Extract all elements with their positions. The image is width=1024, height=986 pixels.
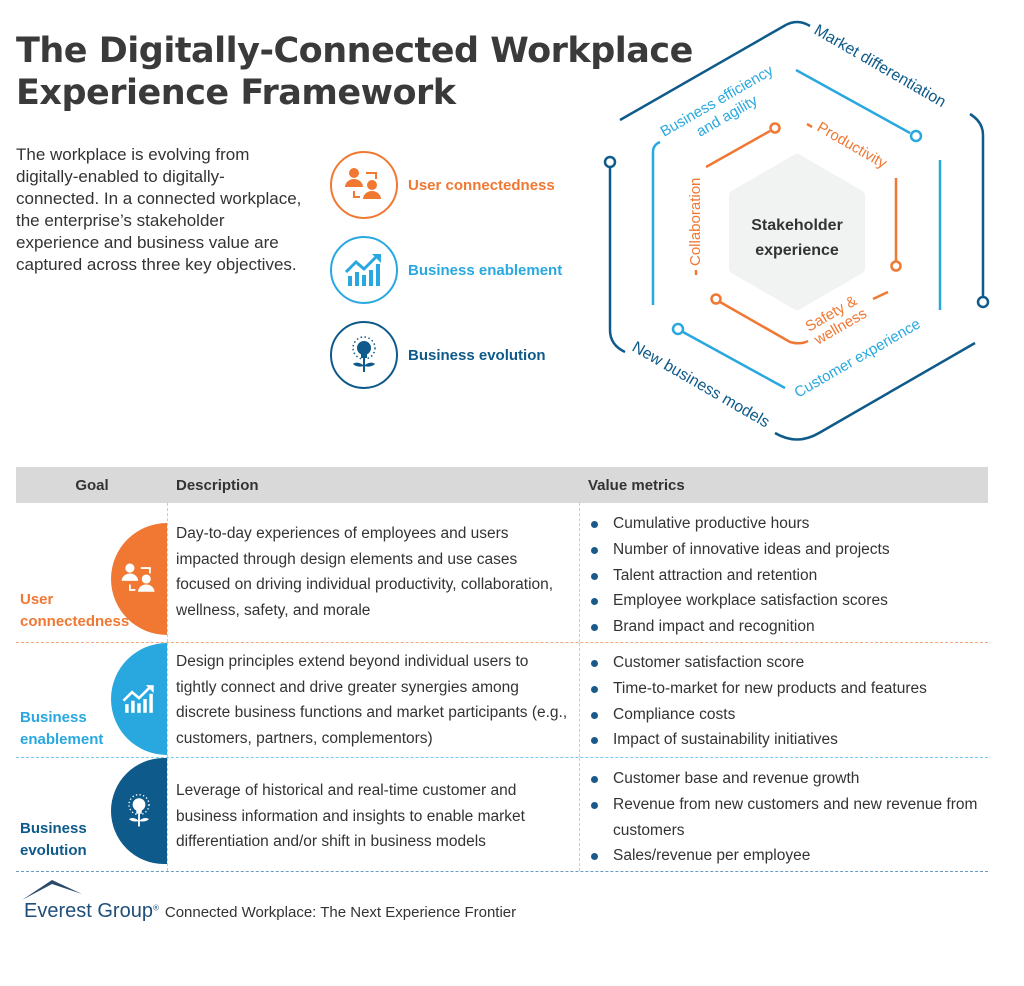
header-value-metrics: Value metrics [588, 476, 685, 494]
inner-ring [694, 122, 902, 345]
objective-label: User connectedness [408, 176, 555, 194]
stakeholder-hexagon-diagram: Stakeholder experience Market differenti… [603, 20, 990, 441]
table-row: User connectedness Day-to-day experiences… [16, 503, 988, 643]
page-title: The Digitally-Connected Workplace Experi… [16, 31, 693, 113]
table-row: Business enablement Design principles ext… [16, 643, 988, 758]
objective-label: Business evolution [408, 346, 546, 364]
objective-business-enablement: Business enablement [330, 236, 562, 304]
objective-user-connectedness: User connectedness [330, 151, 555, 219]
center-label: Stakeholder [751, 217, 843, 234]
table-row: Business evolution Leverage of historical… [16, 758, 988, 872]
goal-name: Business evolution [20, 820, 87, 859]
header-goal: Goal [75, 476, 109, 494]
center-label: experience [755, 242, 839, 259]
row-description: Design principles extend beyond individu… [168, 643, 580, 757]
footer: Everest Group® Connected Workplace: The … [22, 880, 517, 923]
objective-label: Business enablement [408, 261, 563, 279]
outer-label-market-differentiation: Market differentiation [811, 22, 949, 111]
inner-label-collaboration: Collaboration [687, 178, 704, 266]
users-connected-icon [330, 151, 398, 219]
row-description: Day-to-day experiences of employees and … [168, 503, 580, 642]
value-table: Goal Description Value metrics User conne… [16, 467, 988, 872]
outer-ring [603, 20, 990, 441]
row-metrics: Cumulative productive hours Number of inn… [580, 503, 988, 642]
row-metrics: Customer base and revenue growth Revenue … [580, 758, 988, 871]
goal-name: Business enablement [20, 709, 104, 748]
objective-business-evolution: Business evolution [330, 321, 546, 389]
row-description: Leverage of historical and real-time cus… [168, 758, 580, 871]
outer-label-new-business-models: New business models [629, 339, 772, 432]
everest-group-logo: Everest Group® [22, 880, 159, 923]
goal-name: User connectedness [20, 591, 130, 630]
center-hexagon [729, 154, 865, 310]
middle-ring [651, 68, 942, 390]
footer-caption: Connected Workplace: The Next Experience… [164, 904, 517, 921]
lightbulb-plant-icon [330, 321, 398, 389]
inner-label-productivity: Productivity [814, 119, 890, 173]
table-header: Goal Description Value metrics [16, 467, 988, 503]
intro-text: The workplace is evolving from digitally… [16, 145, 302, 274]
header-description: Description [176, 476, 259, 494]
growth-chart-icon [330, 236, 398, 304]
lightbulb-plant-icon [111, 758, 167, 864]
growth-chart-icon [111, 643, 167, 755]
mountain-logo-icon [22, 880, 82, 900]
row-metrics: Customer satisfaction score Time-to-marke… [580, 643, 988, 757]
